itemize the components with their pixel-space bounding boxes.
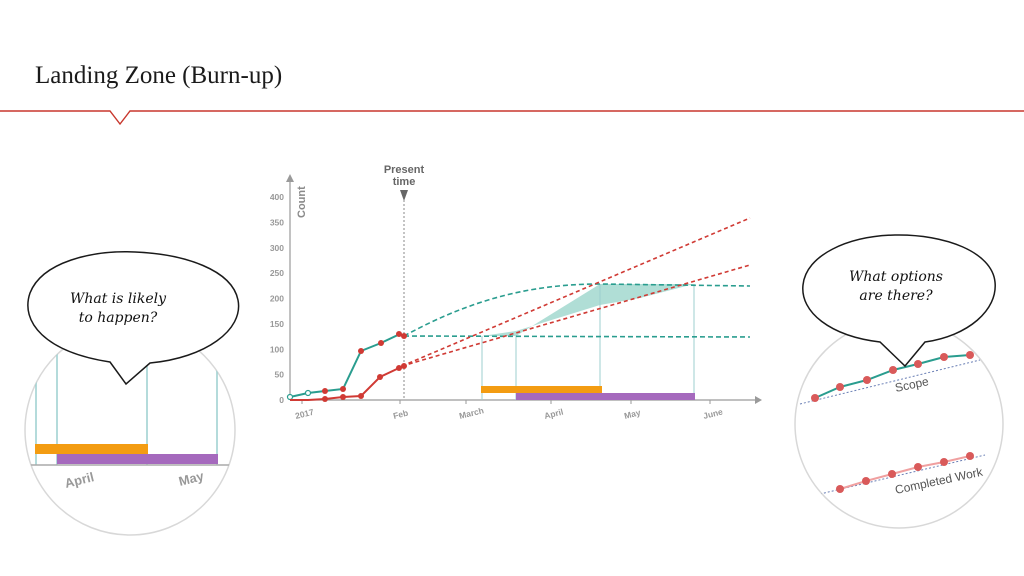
- y-tick-label-50: 50: [275, 370, 285, 380]
- left-zoom-content: April May: [25, 330, 235, 491]
- y-tick-label-150: 150: [270, 319, 284, 329]
- y-tick-label-350: 350: [270, 217, 284, 227]
- title-divider: [0, 110, 1024, 126]
- right-zoom-label-scope: Scope: [894, 374, 931, 395]
- left-speech-bubble: [27, 251, 240, 386]
- y-ticks: 0 50 100 150 200 250 300 350 400: [270, 192, 284, 405]
- scope-projection-low: [403, 335, 751, 338]
- x-tick-label-june: June: [702, 406, 724, 421]
- y-tick-label-200: 200: [270, 294, 284, 304]
- left-zoom-label-april: April: [63, 469, 95, 491]
- x-tick-label-march: March: [458, 405, 485, 421]
- y-tick-label-100: 100: [270, 344, 284, 354]
- x-ticks: 2017 Feb March April May June: [294, 400, 724, 421]
- right-speech-bubble: [802, 234, 996, 368]
- work-line: [290, 365, 405, 401]
- x-tick-label-2017: 2017: [294, 407, 315, 421]
- x-tick-label-feb: Feb: [392, 408, 409, 421]
- work-projection-low: [401, 264, 751, 367]
- y-tick-label-250: 250: [270, 268, 284, 278]
- y-axis-arrow: [286, 174, 294, 182]
- present-label-1: Present: [384, 164, 425, 176]
- work-projection-high: [401, 217, 751, 367]
- forecast-bar-orange: [481, 386, 602, 393]
- slide-title: Landing Zone (Burn-up): [35, 62, 283, 89]
- left-zoom-label-may: May: [177, 468, 206, 489]
- y-axis-label: Count: [296, 186, 308, 218]
- present-label-2: time: [393, 176, 416, 188]
- right-bubble-text: What options are there?: [836, 268, 956, 306]
- y-tick-label-300: 300: [270, 243, 284, 253]
- forecast-bar-purple: [516, 393, 695, 400]
- right-bubble-line-1: What options: [849, 269, 943, 285]
- scope-line: [289, 332, 405, 398]
- burnup-chart: 0 50 100 150 200 250 300 350 400 2017 Feb March Apr…: [270, 164, 762, 421]
- landing-zone: [482, 284, 694, 336]
- y-tick-label-400: 400: [270, 192, 284, 202]
- left-bubble-text: What is likely to happen?: [58, 290, 178, 328]
- left-bubble-line-1: What is likely: [69, 291, 167, 307]
- left-bubble-line-2: to happen?: [78, 310, 158, 326]
- x-axis-arrow: [755, 396, 762, 404]
- right-bubble-line-2: are there?: [859, 288, 933, 304]
- x-tick-label-may: May: [623, 407, 642, 421]
- x-tick-label-april: April: [543, 407, 564, 421]
- present-marker-icon: [400, 190, 408, 201]
- y-tick-label-0: 0: [279, 395, 284, 405]
- work-points: [322, 331, 407, 402]
